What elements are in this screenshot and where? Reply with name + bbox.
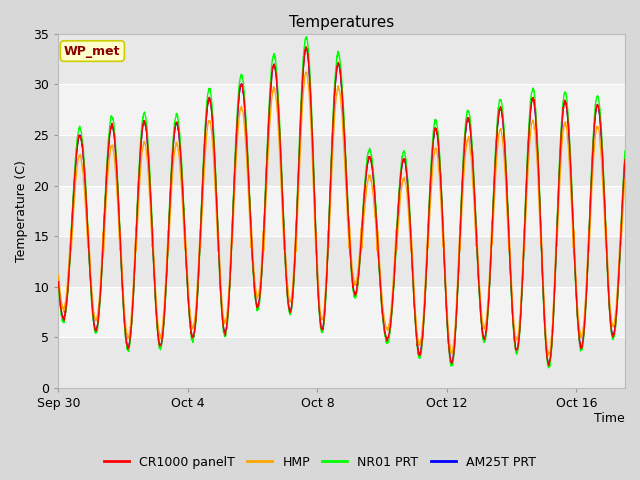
HMP [605, 289, 613, 295]
Text: Time: Time [595, 412, 625, 425]
CR1000 panelT [316, 307, 323, 313]
NR01 PRT [84, 216, 92, 221]
NR01 PRT [605, 299, 612, 304]
NR01 PRT [54, 283, 62, 289]
CR1000 panelT [302, 44, 310, 50]
Legend: CR1000 panelT, HMP, NR01 PRT, AM25T PRT: CR1000 panelT, HMP, NR01 PRT, AM25T PRT [99, 451, 541, 474]
HMP [54, 272, 62, 278]
HMP [316, 295, 323, 300]
Bar [58, 84, 625, 135]
Line: CR1000 panelT: CR1000 panelT [58, 47, 625, 365]
NR01 PRT [545, 365, 552, 371]
NR01 PRT [330, 87, 338, 93]
Line: HMP: HMP [58, 72, 625, 355]
AM25T PRT [54, 280, 62, 286]
NR01 PRT [303, 34, 310, 39]
AM25T PRT [501, 145, 509, 151]
CR1000 panelT [545, 362, 552, 368]
HMP [501, 166, 509, 172]
HMP [302, 69, 310, 75]
AM25T PRT [545, 362, 552, 368]
Line: NR01 PRT: NR01 PRT [58, 36, 625, 368]
NR01 PRT [621, 148, 629, 154]
AM25T PRT [84, 220, 92, 226]
Text: WP_met: WP_met [64, 45, 120, 58]
Bar [58, 186, 625, 236]
AM25T PRT [621, 156, 629, 161]
AM25T PRT [605, 300, 613, 306]
Title: Temperatures: Temperatures [289, 15, 394, 30]
NR01 PRT [501, 138, 509, 144]
NR01 PRT [605, 302, 613, 308]
HMP [545, 352, 552, 358]
AM25T PRT [316, 306, 323, 312]
AM25T PRT [605, 295, 612, 300]
CR1000 panelT [54, 279, 62, 285]
CR1000 panelT [605, 295, 612, 300]
CR1000 panelT [330, 96, 338, 102]
AM25T PRT [330, 98, 338, 104]
HMP [84, 235, 92, 241]
CR1000 panelT [621, 157, 629, 163]
Y-axis label: Temperature (C): Temperature (C) [15, 160, 28, 262]
HMP [605, 284, 612, 290]
CR1000 panelT [605, 300, 613, 306]
HMP [330, 120, 338, 126]
CR1000 panelT [501, 145, 509, 151]
CR1000 panelT [84, 221, 92, 227]
HMP [621, 175, 629, 181]
Bar [58, 287, 625, 337]
NR01 PRT [316, 309, 323, 314]
AM25T PRT [302, 45, 310, 50]
Line: AM25T PRT: AM25T PRT [58, 48, 625, 365]
